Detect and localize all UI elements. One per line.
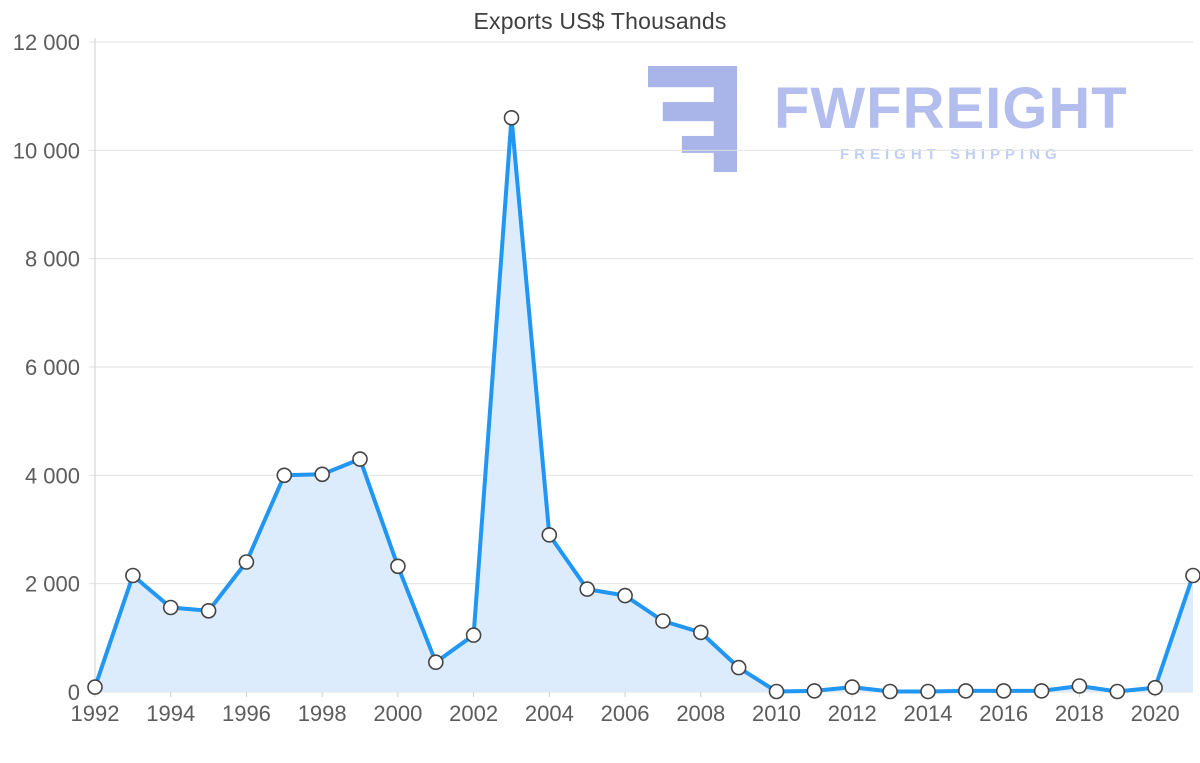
x-tick-label: 2020 <box>1131 701 1180 726</box>
chart-title: Exports US$ Thousands <box>473 8 727 34</box>
data-point-marker <box>238 554 255 570</box>
data-point-marker <box>957 683 974 699</box>
data-point-marker <box>1109 683 1126 700</box>
data-point-marker <box>87 679 103 695</box>
data-point-marker <box>730 659 747 676</box>
data-point-marker <box>276 467 293 484</box>
data-point-marker <box>314 466 331 483</box>
data-point-marker <box>1071 678 1088 694</box>
data-point-marker <box>541 527 558 543</box>
x-tick-label: 2016 <box>979 701 1028 726</box>
data-point-marker <box>882 683 898 700</box>
y-tick-label: 6 000 <box>25 355 80 380</box>
y-tick-label: 12 000 <box>13 30 80 55</box>
x-tick-label: 1998 <box>298 701 347 726</box>
data-point-marker <box>844 679 861 695</box>
data-point-marker <box>806 683 823 699</box>
data-point-marker <box>465 627 482 643</box>
series-area-fill <box>95 117 1193 693</box>
data-point-marker <box>427 654 444 671</box>
data-point-marker <box>995 683 1012 699</box>
data-point-marker <box>768 683 785 700</box>
x-tick-label: 2006 <box>601 701 650 726</box>
y-tick-label: 8 000 <box>25 247 80 272</box>
data-point-marker <box>1185 567 1200 584</box>
x-tick-label: 2000 <box>373 701 422 726</box>
data-point-marker <box>503 110 520 126</box>
data-point-marker <box>1033 683 1050 699</box>
x-tick-label: 2008 <box>676 701 725 726</box>
y-tick-label: 2 000 <box>25 572 80 597</box>
y-tick-label: 4 000 <box>25 463 80 488</box>
x-tick-label: 1994 <box>146 701 195 726</box>
data-point-marker <box>1147 679 1163 696</box>
x-tick-label: 2010 <box>752 701 801 726</box>
data-point-marker <box>125 567 141 584</box>
data-point-marker <box>655 613 671 629</box>
x-tick-label: 2018 <box>1055 701 1104 726</box>
x-tick-label: 2004 <box>525 701 574 726</box>
data-point-marker <box>579 581 596 597</box>
x-tick-label: 2014 <box>903 701 952 726</box>
y-tick-label: 10 000 <box>13 138 80 163</box>
y-tick-label: 0 <box>68 680 80 705</box>
x-tick-label: 1992 <box>71 701 120 726</box>
data-point-marker <box>200 602 217 619</box>
data-point-marker <box>920 683 936 700</box>
data-point-marker <box>390 558 406 575</box>
data-point-marker <box>352 451 368 467</box>
x-tick-label: 1996 <box>222 701 271 726</box>
data-point-marker <box>692 624 709 641</box>
x-tick-label: 2002 <box>449 701 498 726</box>
data-point-marker <box>617 587 633 604</box>
data-point-marker <box>162 599 179 616</box>
x-tick-label: 2012 <box>828 701 877 726</box>
